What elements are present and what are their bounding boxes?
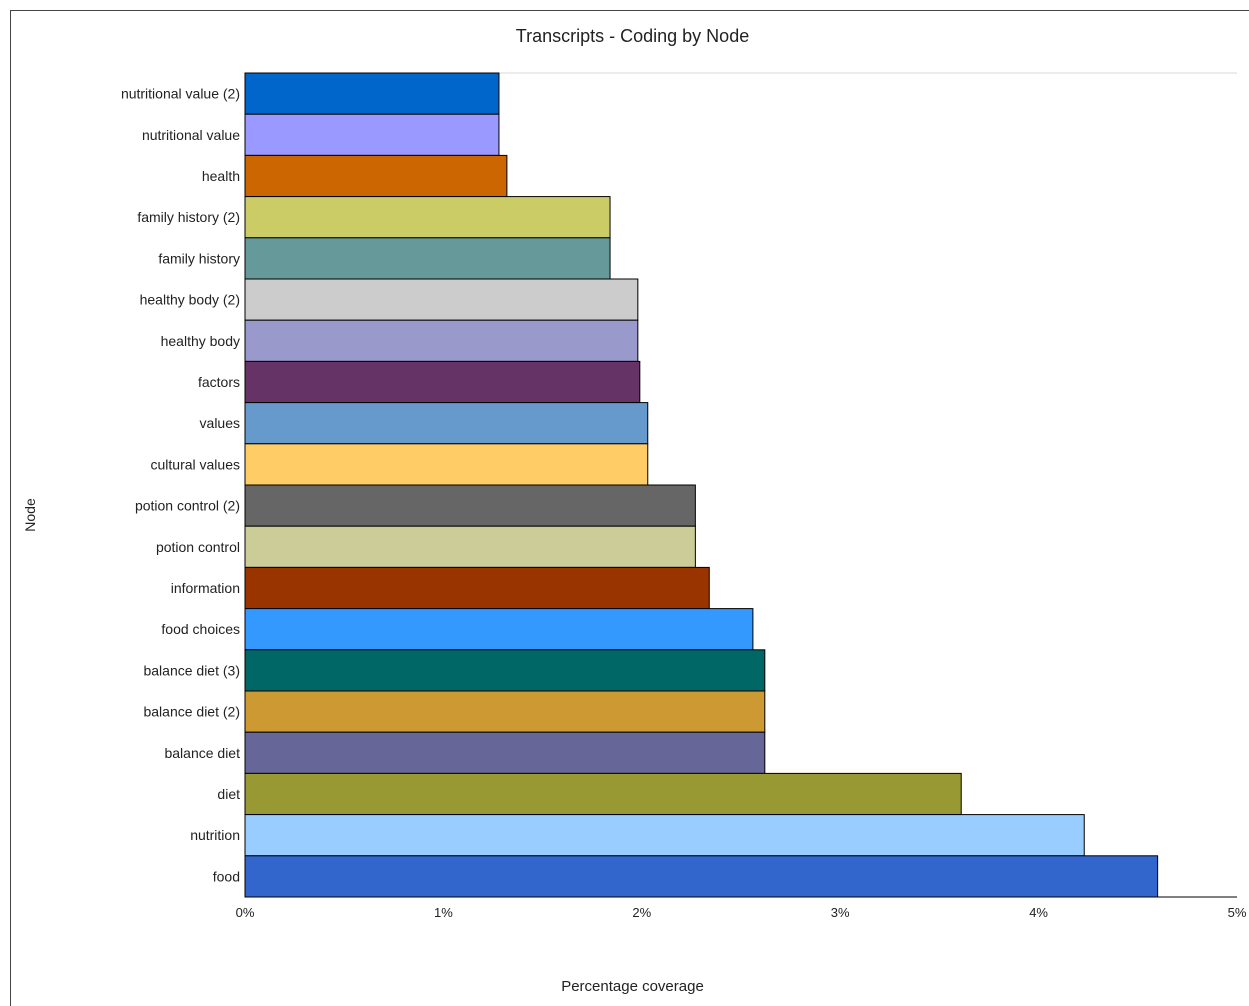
bar: [244, 196, 611, 239]
y-tick-label: family history: [158, 250, 240, 266]
x-tick-label: 1%: [434, 905, 453, 920]
x-tick-label: 4%: [1029, 905, 1048, 920]
x-tick-label: 3%: [831, 905, 850, 920]
bar: [244, 278, 639, 321]
bar: [244, 113, 500, 156]
chart-frame: [10, 10, 1249, 1006]
bar: [244, 772, 962, 816]
y-tick-label: potion control: [156, 539, 240, 555]
bar: [244, 814, 1085, 857]
x-tick-label: 2%: [632, 905, 651, 920]
x-axis-label: Percentage coverage: [561, 978, 704, 995]
bar: [244, 690, 766, 733]
bar: [244, 484, 696, 527]
y-tick-label: balance diet (3): [143, 662, 240, 678]
y-tick-label: nutrition: [190, 827, 240, 843]
bar: [244, 649, 766, 692]
y-tick-label: healthy body (2): [140, 292, 240, 308]
chart-title: Transcripts - Coding by Node: [515, 26, 750, 46]
x-tick-label: 0%: [236, 905, 255, 920]
y-tick-label: healthy body: [161, 333, 240, 349]
y-tick-label: factors: [198, 374, 240, 390]
bar: [244, 402, 649, 445]
bar: [244, 855, 1159, 898]
bar: [244, 319, 639, 362]
y-tick-label: nutritional value: [142, 127, 240, 143]
y-tick-label: family history (2): [137, 209, 240, 225]
bar: [244, 443, 649, 486]
y-tick-label: information: [171, 580, 240, 596]
bar: [244, 154, 508, 198]
bar: [244, 731, 766, 774]
y-tick-label: cultural values: [151, 456, 241, 472]
y-tick-label: diet: [217, 786, 240, 802]
y-tick-label: values: [200, 415, 240, 431]
bar: [244, 72, 500, 115]
y-tick-label: health: [202, 168, 240, 184]
bar: [244, 566, 710, 610]
bar: [244, 360, 641, 404]
y-tick-label: food: [213, 868, 240, 884]
bar: [244, 525, 696, 568]
y-tick-label: balance diet (2): [143, 704, 240, 720]
y-tick-label: balance diet: [164, 745, 240, 761]
y-tick-label: food choices: [161, 621, 240, 637]
bar: [244, 608, 754, 651]
bar: [244, 237, 611, 280]
y-tick-label: potion control (2): [135, 498, 240, 514]
y-tick-label: nutritional value (2): [121, 86, 240, 102]
x-tick-label: 5%: [1228, 905, 1247, 920]
